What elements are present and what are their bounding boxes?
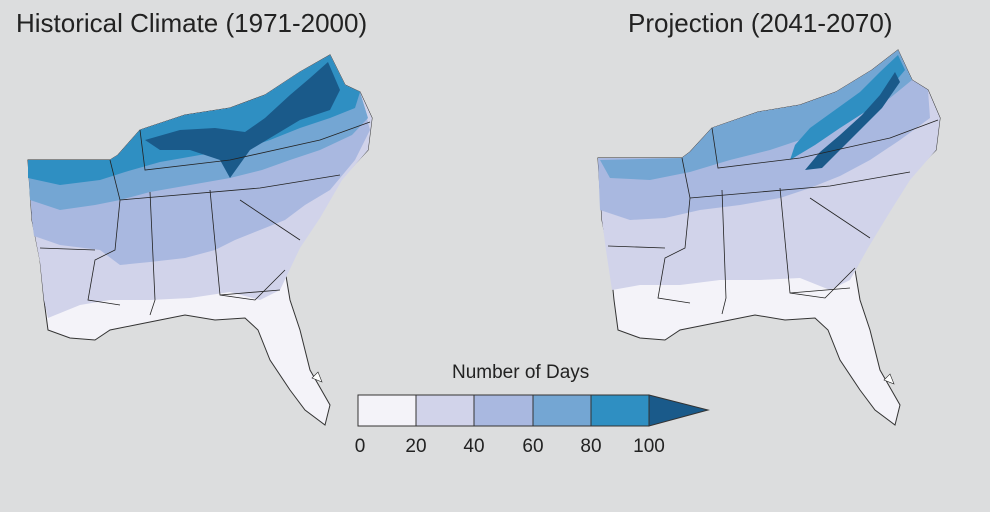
- historical-state-lines: [39, 121, 371, 316]
- historical-band-80-100: [28, 55, 360, 185]
- projection-state-lines: [607, 119, 939, 315]
- legend-bin-40-60: [473, 394, 534, 427]
- historical-map: [27, 54, 373, 426]
- legend-bin-60-80: [532, 394, 592, 427]
- historical-florida-lake: [311, 371, 323, 383]
- projection-map-title: Projection (2041-2070): [628, 8, 893, 38]
- legend-tick-label: 80: [580, 436, 602, 457]
- legend-tick-label: 0: [354, 436, 366, 457]
- projection-band-80-100: [790, 55, 905, 160]
- legend-tick-label: 20: [405, 436, 427, 457]
- legend-bin-0-20: [357, 394, 417, 427]
- historical-band-over-100: [145, 62, 340, 178]
- projection-band-60-80: [600, 50, 912, 180]
- legend-bin-over-100: [648, 394, 710, 427]
- legend-tick-label: 60: [522, 436, 544, 457]
- legend-bin-80-100: [590, 394, 650, 427]
- legend: [357, 394, 710, 427]
- legend-tick-label: 40: [463, 436, 485, 457]
- historical-map-title: Historical Climate (1971-2000): [16, 8, 368, 38]
- legend-tick-label: 100: [633, 436, 665, 457]
- projection-florida-lake: [883, 373, 895, 385]
- legend-title: Number of Days: [452, 362, 590, 383]
- projection-map: [597, 49, 941, 426]
- legend-bin-20-40: [415, 394, 475, 427]
- projection-band-over-100: [805, 72, 900, 170]
